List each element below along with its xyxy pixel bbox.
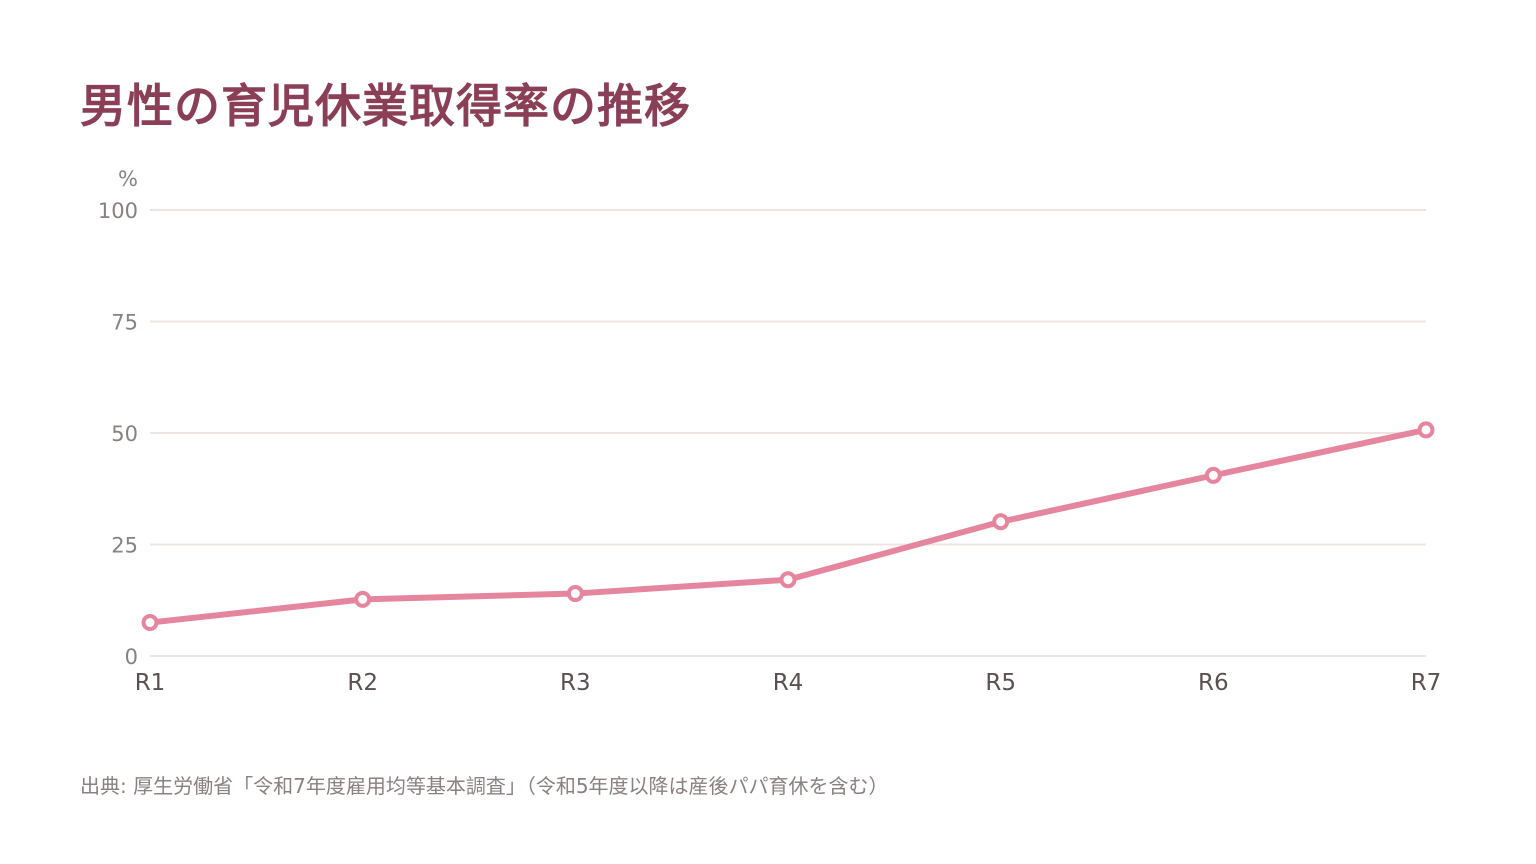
y-axis-unit-label: % (118, 167, 138, 191)
data-point (779, 571, 797, 589)
y-tick-label: 75 (111, 311, 138, 335)
x-tick-label: R1 (135, 670, 166, 696)
y-tick-label: 0 (125, 645, 138, 669)
series-line (147, 426, 1429, 626)
chart-title: 男性の育児休業取得率の推移 (80, 79, 691, 133)
x-tick-label: R6 (1198, 670, 1229, 696)
x-axis-tick-labels: R1 R2 R3 R4 R5 R6 R7 (135, 670, 1442, 696)
data-point (992, 513, 1010, 531)
y-axis-tick-labels: 0 25 50 75 100 (98, 199, 138, 669)
grid-layer (150, 209, 1426, 657)
data-point (354, 590, 372, 608)
y-tick-label: 25 (111, 534, 138, 558)
x-tick-label: R4 (773, 670, 804, 696)
x-tick-label: R2 (347, 670, 378, 696)
data-point (141, 614, 159, 632)
x-tick-label: R7 (1411, 670, 1442, 696)
x-tick-label: R3 (560, 670, 591, 696)
y-tick-label: 50 (111, 422, 138, 446)
data-point (566, 585, 584, 603)
data-point (1204, 466, 1222, 484)
y-tick-label: 100 (98, 199, 138, 223)
series-line-layer (147, 426, 1429, 626)
data-point (1417, 421, 1435, 439)
data-point-markers (141, 421, 1435, 632)
x-tick-label: R5 (985, 670, 1016, 696)
source-note: 出典: 厚生労働省「令和7年度雇用均等基本調査」（令和5年度以降は産後パパ育休を… (80, 774, 889, 798)
